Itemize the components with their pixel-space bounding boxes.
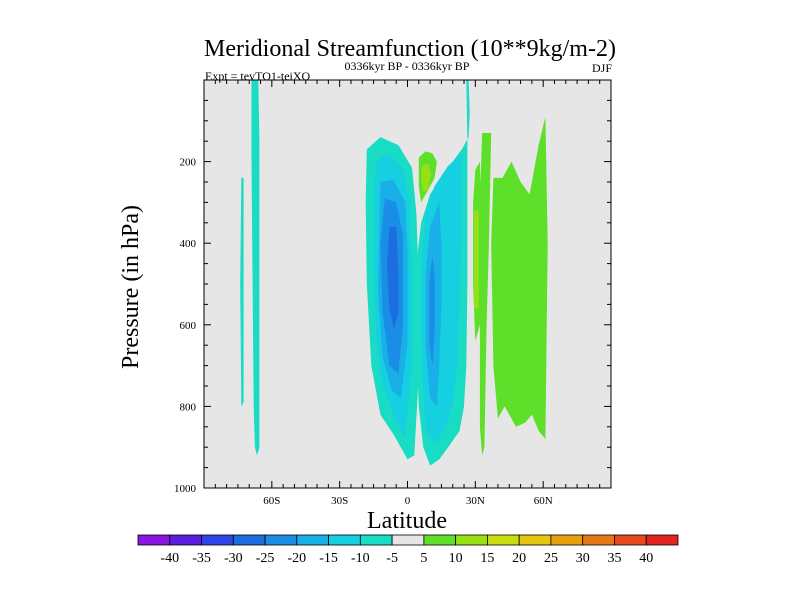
- colorbar-label: 30: [576, 551, 590, 566]
- contour-sh-polar-sliver: [240, 177, 244, 407]
- colorbar-label: -5: [386, 551, 398, 566]
- x-tick-label: 30S: [331, 495, 348, 507]
- colorbar-swatch: [582, 534, 615, 546]
- colorbar-label: -25: [256, 551, 275, 566]
- y-tick-label: 1000: [174, 483, 197, 495]
- colorbar-swatch: [359, 534, 393, 546]
- x-tick-label: 60N: [534, 495, 553, 507]
- colorbar-label: -20: [287, 551, 306, 566]
- colorbar-swatch: [614, 534, 647, 546]
- colorbar-swatch: [264, 534, 298, 546]
- axes: 60S 30S 0 30N 60N 200 400 600 800 1000: [174, 79, 612, 507]
- contour-nh-midlat-green: [491, 116, 548, 439]
- colorbar-label: -30: [224, 551, 243, 566]
- contour-hadley-north-l20: [429, 255, 435, 366]
- season-label: DJF: [592, 61, 612, 75]
- x-tick-label: 30N: [466, 495, 485, 507]
- contour-hadley-south-l25: [387, 226, 399, 329]
- colorbar-label: -15: [319, 551, 338, 566]
- colorbar-label: 20: [512, 551, 526, 566]
- colorbar-swatch: [137, 534, 171, 546]
- colorbar: -40 -35 -30 -25 -20 -15 -10 -5 5 10 15 20 25 30 35 40: [137, 534, 679, 566]
- colorbar-label: 35: [607, 551, 621, 566]
- colorbar-swatch: [296, 534, 329, 546]
- colorbar-label: 10: [449, 551, 463, 566]
- x-tick-label: 60S: [263, 495, 280, 507]
- colorbar-swatch: [487, 534, 520, 546]
- colorbar-swatch: [645, 534, 679, 546]
- contour-sh-polar-band: [251, 80, 260, 456]
- colorbar-label: 15: [480, 551, 494, 566]
- contour-ferrel-north-green: [479, 133, 492, 456]
- y-axis-label: Pressure (in hPa): [118, 205, 144, 369]
- plot-area: [204, 80, 611, 488]
- x-axis-label: Latitude: [367, 508, 447, 534]
- colorbar-swatch: [328, 534, 361, 546]
- contour-nh-upper-yellow-band: [474, 210, 479, 309]
- contour-tropical-upper-yellow: [421, 163, 432, 193]
- colorbar-swatch: [201, 534, 234, 546]
- y-tick-label: 800: [180, 401, 197, 413]
- colorbar-label: 40: [639, 551, 653, 566]
- colorbar-swatch: [550, 534, 584, 546]
- colorbar-swatch: [518, 534, 552, 546]
- x-tick-label: 0: [405, 495, 411, 507]
- y-tick-label: 400: [180, 238, 197, 250]
- colorbar-label: 25: [544, 551, 558, 566]
- colorbar-label: 5: [420, 551, 427, 566]
- colorbar-label: -35: [192, 551, 211, 566]
- colorbar-swatch: [169, 534, 202, 546]
- y-tick-label: 200: [180, 157, 197, 169]
- colorbar-swatch: [423, 534, 457, 546]
- colorbar-swatch: [455, 534, 488, 546]
- chart-title: Meridional Streamfunction (10**9kg/m-2): [204, 36, 616, 62]
- period-label: 0336kyr BP - 0336kyr BP: [345, 59, 470, 73]
- colorbar-label: -10: [351, 551, 370, 566]
- colorbar-label: -40: [160, 551, 179, 566]
- colorbar-swatch: [232, 534, 266, 546]
- colorbar-swatch: [391, 534, 425, 546]
- experiment-label: Expt = tevTO1-teiXO: [205, 69, 311, 83]
- y-tick-label: 600: [180, 320, 197, 332]
